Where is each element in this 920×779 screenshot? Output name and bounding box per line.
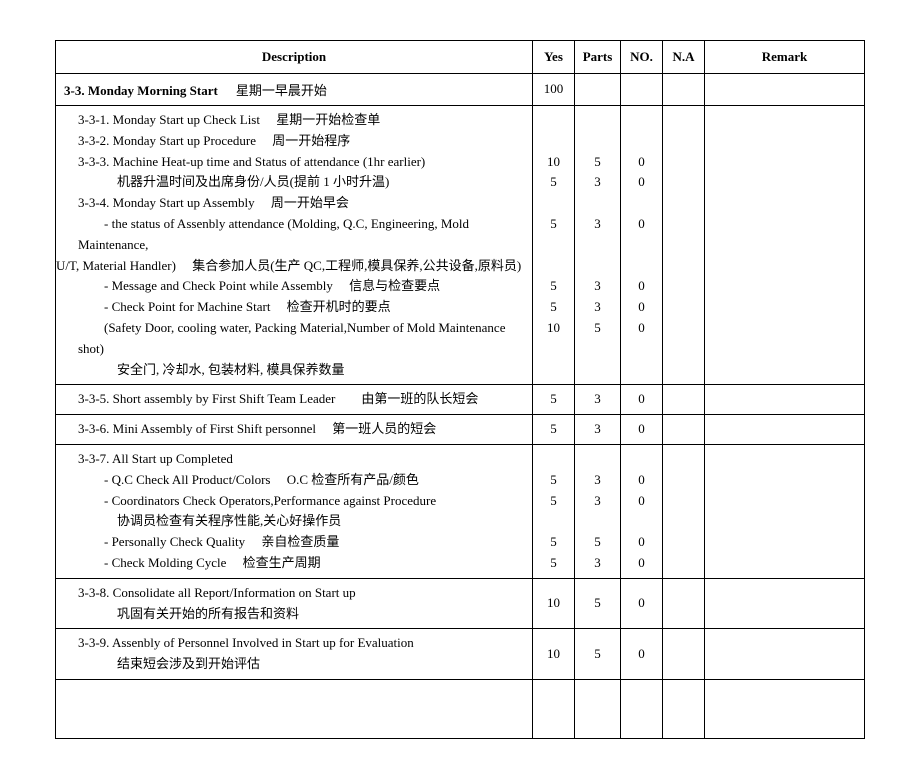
header-row: Description Yes Parts NO. N.A Remark	[56, 41, 865, 74]
row-na	[663, 415, 705, 445]
row-yes: 5	[533, 415, 575, 445]
row-no: 0	[621, 578, 663, 629]
row-parts: 5	[575, 578, 621, 629]
row-yes: 5	[533, 385, 575, 415]
empty-cell	[56, 679, 533, 738]
row-description: 3-3-8. Consolidate all Report/Informatio…	[56, 578, 533, 629]
header-description: Description	[56, 41, 533, 74]
table-row: 3-3-8. Consolidate all Report/Informatio…	[56, 578, 865, 629]
empty-row	[56, 679, 865, 738]
empty-cell	[663, 679, 705, 738]
row-description: 3-3-9. Assenbly of Personnel Involved in…	[56, 629, 533, 680]
row-yes: 55 55	[533, 444, 575, 578]
row-na	[663, 444, 705, 578]
table-row: 3-3-1. Monday Start up Check List 星期一开始检…	[56, 106, 865, 385]
row-remark	[705, 629, 865, 680]
row-na	[663, 106, 705, 385]
row-no: 00 00	[621, 444, 663, 578]
row-no: 00 0 000	[621, 106, 663, 385]
section-row: 3-3. Monday Morning Start星期一早晨开始100	[56, 74, 865, 106]
section-description: 3-3. Monday Morning Start星期一早晨开始	[56, 74, 533, 106]
row-parts: 3	[575, 385, 621, 415]
row-description: 3-3-7. All Start up Completed - Q.C Chec…	[56, 444, 533, 578]
checklist-table: Description Yes Parts NO. N.A Remark 3-3…	[55, 40, 865, 739]
section-parts	[575, 74, 621, 106]
section-yes: 100	[533, 74, 575, 106]
row-description: 3-3-6. Mini Assembly of First Shift pers…	[56, 415, 533, 445]
row-description: 3-3-5. Short assembly by First Shift Tea…	[56, 385, 533, 415]
header-no: NO.	[621, 41, 663, 74]
section-na	[663, 74, 705, 106]
header-parts: Parts	[575, 41, 621, 74]
row-parts: 53 3 335	[575, 106, 621, 385]
row-na	[663, 578, 705, 629]
row-no: 0	[621, 385, 663, 415]
table-row: 3-3-7. All Start up Completed - Q.C Chec…	[56, 444, 865, 578]
row-remark	[705, 385, 865, 415]
row-yes: 105 5 5510	[533, 106, 575, 385]
empty-cell	[575, 679, 621, 738]
header-remark: Remark	[705, 41, 865, 74]
row-description: 3-3-1. Monday Start up Check List 星期一开始检…	[56, 106, 533, 385]
row-na	[663, 629, 705, 680]
row-yes: 10	[533, 578, 575, 629]
row-remark	[705, 444, 865, 578]
table-row: 3-3-6. Mini Assembly of First Shift pers…	[56, 415, 865, 445]
row-no: 0	[621, 629, 663, 680]
row-parts: 3	[575, 415, 621, 445]
header-yes: Yes	[533, 41, 575, 74]
row-remark	[705, 415, 865, 445]
row-parts: 33 53	[575, 444, 621, 578]
row-no: 0	[621, 415, 663, 445]
empty-cell	[705, 679, 865, 738]
section-no	[621, 74, 663, 106]
empty-cell	[621, 679, 663, 738]
header-na: N.A	[663, 41, 705, 74]
row-parts: 5	[575, 629, 621, 680]
row-remark	[705, 578, 865, 629]
section-remark	[705, 74, 865, 106]
table-row: 3-3-5. Short assembly by First Shift Tea…	[56, 385, 865, 415]
empty-cell	[533, 679, 575, 738]
row-yes: 10	[533, 629, 575, 680]
table-row: 3-3-9. Assenbly of Personnel Involved in…	[56, 629, 865, 680]
row-na	[663, 385, 705, 415]
row-remark	[705, 106, 865, 385]
